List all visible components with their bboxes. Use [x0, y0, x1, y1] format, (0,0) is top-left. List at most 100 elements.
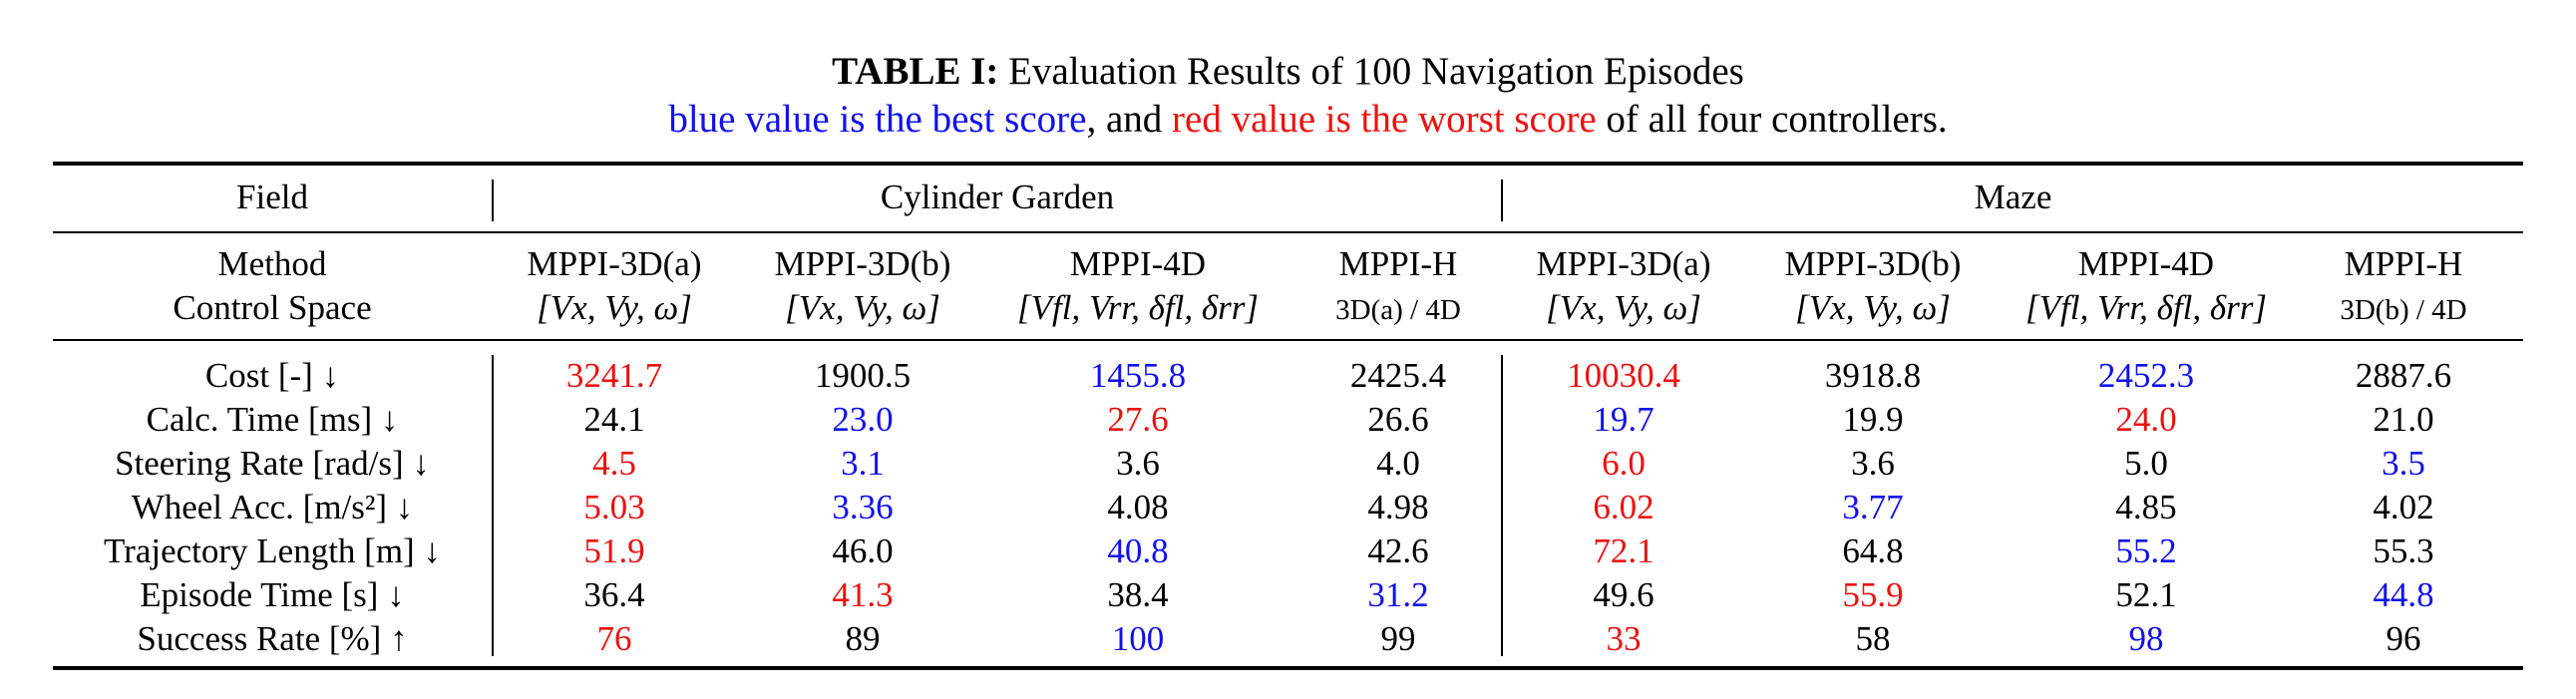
table-cell-value: 44.8: [2373, 575, 2434, 614]
table-cell-value: 3.6: [1116, 444, 1160, 483]
row-label: Wheel Acc. [m/s²] ↓: [131, 488, 414, 526]
method-name: MPPI-H: [2344, 244, 2463, 283]
table-cell-value: 4.0: [1376, 444, 1420, 483]
table-cell-value: 10030.4: [1567, 356, 1680, 395]
table-cell-value: 52.1: [2115, 575, 2177, 614]
table-cell-value: 4.98: [1367, 488, 1429, 526]
table-cell-value: 51.9: [583, 531, 645, 570]
header-group-maze: Maze: [1974, 177, 2052, 216]
row-label: Calc. Time [ms] ↓: [146, 400, 399, 439]
table-cell-value: 1900.5: [814, 356, 912, 395]
method-name: MPPI-3D(b): [774, 244, 951, 283]
table-cell-value: 42.6: [1367, 531, 1429, 570]
table-cell-value: 26.6: [1367, 400, 1429, 439]
table-cell-value: 99: [1380, 619, 1416, 658]
legend-end-text: of all four controllers.: [1596, 98, 1948, 141]
table-cell-value: 6.0: [1602, 444, 1646, 483]
row-label: Cost [-] ↓: [204, 356, 340, 395]
table-cell-value: 2452.3: [2097, 356, 2195, 395]
control-space: [Vx, Vy, ω]: [1795, 288, 1951, 327]
table-cell-value: 100: [1111, 619, 1165, 658]
table-cell-value: 2887.6: [2355, 356, 2452, 395]
table-cell-value: 76: [596, 619, 632, 658]
table-cell-value: 36.4: [583, 575, 645, 614]
table-cell-value: 58: [1855, 619, 1891, 658]
table-cell-value: 19.7: [1593, 400, 1655, 439]
legend-mid-text: , and: [1086, 98, 1173, 141]
column-divider: [492, 355, 494, 656]
table-cell-value: 23.0: [832, 400, 894, 439]
table-cell-value: 46.0: [832, 531, 894, 570]
method-name: MPPI-3D(a): [1536, 244, 1711, 283]
row-label: Steering Rate [rad/s] ↓: [115, 444, 430, 483]
control-space: [Vfl, Vrr, δfl, δrr]: [1017, 288, 1259, 327]
table-cell-value: 55.3: [2373, 531, 2434, 570]
table-cell-value: 96: [2386, 619, 2421, 658]
table-cell-value: 33: [1606, 619, 1642, 658]
table-cell-value: 3918.8: [1824, 356, 1922, 395]
table-caption-legend: blue value is the best score, and red va…: [0, 98, 2576, 142]
method-name: MPPI-H: [1338, 244, 1458, 283]
control-space: [Vx, Vy, ω]: [537, 288, 692, 327]
table-cell-value: 1455.8: [1089, 356, 1187, 395]
table-cell-value: 3.36: [832, 488, 894, 526]
table-header-rule: [53, 339, 2523, 341]
method-name: MPPI-3D(b): [1784, 244, 1962, 283]
table-cell-value: 4.85: [2115, 488, 2177, 526]
table-cell-value: 5.0: [2124, 444, 2168, 483]
table-cell-value: 3.6: [1851, 444, 1895, 483]
table-caption-label: TABLE I:: [832, 50, 999, 93]
table-cell-value: 6.02: [1593, 488, 1655, 526]
control-space: 3D(b) / 4D: [2340, 294, 2467, 326]
table-cell-value: 4.5: [592, 444, 636, 483]
table-cell-value: 55.9: [1842, 575, 1904, 614]
control-space: [Vx, Vy, ω]: [1546, 288, 1701, 327]
column-divider: [492, 179, 494, 221]
table-cell-value: 2425.4: [1349, 356, 1447, 395]
table-cell-value: 40.8: [1107, 531, 1169, 570]
table-bottom-rule: [53, 666, 2523, 670]
header-control-space: Control Space: [173, 288, 372, 327]
table-cell-value: 21.0: [2373, 400, 2434, 439]
table-cell-value: 19.9: [1842, 400, 1904, 439]
table-cell-value: 4.08: [1107, 488, 1169, 526]
table-cell-value: 31.2: [1367, 575, 1429, 614]
table-caption-title: TABLE I: Evaluation Results of 100 Navig…: [0, 50, 2576, 94]
table-cell-value: 49.6: [1593, 575, 1655, 614]
method-name: MPPI-4D: [2077, 244, 2215, 283]
table-cell-value: 72.1: [1593, 531, 1655, 570]
row-label: Episode Time [s] ↓: [140, 575, 405, 614]
table-cell-value: 64.8: [1842, 531, 1904, 570]
column-divider: [1501, 179, 1503, 221]
table-cell-value: 38.4: [1107, 575, 1169, 614]
legend-worst-text: red value is the worst score: [1172, 98, 1597, 141]
table-cell-value: 55.2: [2115, 531, 2177, 570]
column-divider: [1501, 355, 1503, 656]
table-cell-value: 4.02: [2373, 488, 2434, 526]
header-group-cylinder-garden: Cylinder Garden: [880, 177, 1115, 216]
row-label: Trajectory Length [m] ↓: [104, 531, 441, 570]
table-top-rule: [53, 162, 2523, 166]
legend-best-text: blue value is the best score: [668, 98, 1087, 141]
control-space: [Vfl, Vrr, δfl, δrr]: [2025, 288, 2267, 327]
table-cell-value: 3.1: [841, 444, 885, 483]
header-field: Field: [236, 177, 308, 216]
control-space: [Vx, Vy, ω]: [785, 288, 940, 327]
table-cell-value: 27.6: [1107, 400, 1169, 439]
table-cell-value: 3.77: [1842, 488, 1904, 526]
table-cell-value: 5.03: [583, 488, 645, 526]
method-name: MPPI-3D(a): [527, 244, 702, 283]
header-method: Method: [217, 244, 327, 283]
method-name: MPPI-4D: [1069, 244, 1207, 283]
table-cell-value: 24.0: [2115, 400, 2177, 439]
table-group-rule: [53, 231, 2523, 233]
row-label: Success Rate [%] ↑: [137, 619, 408, 658]
table-cell-value: 41.3: [832, 575, 894, 614]
table-cell-value: 98: [2128, 619, 2164, 658]
table-caption-text: Evaluation Results of 100 Navigation Epi…: [1008, 50, 1744, 93]
table-cell-value: 3241.7: [565, 356, 663, 395]
control-space: 3D(a) / 4D: [1335, 294, 1461, 326]
table-cell-value: 24.1: [583, 400, 645, 439]
table-cell-value: 3.5: [2382, 444, 2425, 483]
table-cell-value: 89: [845, 619, 881, 658]
